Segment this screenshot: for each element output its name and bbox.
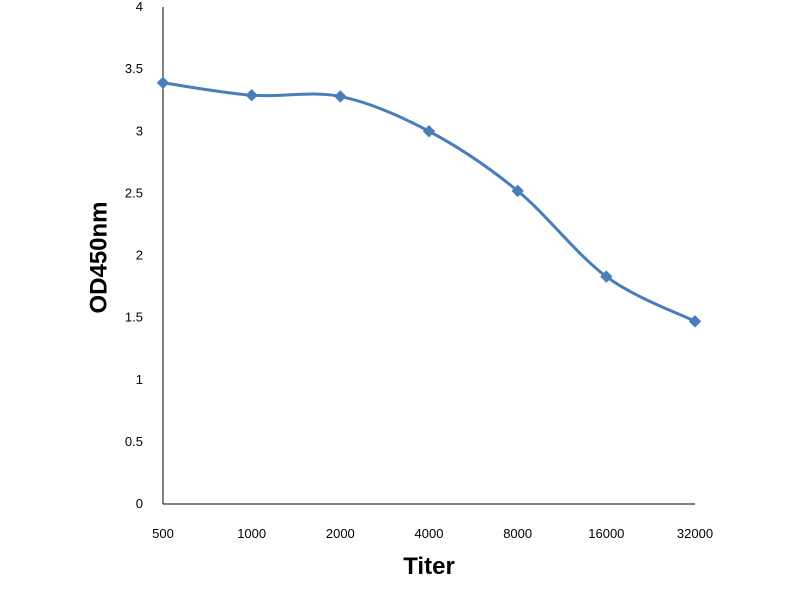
data-point-marker [245, 89, 258, 102]
y-tick-label: 0 [136, 496, 143, 511]
y-axis-title: OD450nm [85, 201, 112, 313]
data-point-marker [334, 90, 347, 103]
y-tick-label: 4 [136, 0, 143, 14]
data-point-marker [422, 125, 436, 138]
data-point-marker [688, 315, 702, 328]
y-tick-label: 3.5 [125, 61, 143, 76]
y-tick-label: 1 [136, 372, 143, 387]
x-tick-label: 32000 [677, 526, 713, 541]
x-tick-label: 1000 [237, 526, 266, 541]
data-point-marker [511, 184, 524, 198]
x-tick-label: 500 [152, 526, 174, 541]
y-tick-label: 1.5 [125, 310, 143, 325]
data-point-marker [600, 270, 613, 283]
data-point-marker [156, 76, 170, 89]
x-tick-labels: 500 1000 2000 4000 8000 16000 32000 [152, 526, 713, 541]
x-tick-label: 4000 [415, 526, 444, 541]
y-tick-label: 0.5 [125, 434, 143, 449]
y-tick-labels: 0 0.5 1 1.5 2 2.5 3 3.5 4 [125, 0, 143, 511]
axes [162, 7, 695, 505]
x-tick-label: 16000 [588, 526, 624, 541]
y-tick-label: 3 [136, 123, 143, 138]
series-line [161, 81, 697, 323]
x-tick-label: 8000 [503, 526, 532, 541]
x-tick-label: 2000 [326, 526, 355, 541]
y-tick-label: 2.5 [125, 185, 143, 200]
series-layer [156, 76, 702, 328]
x-axis-title: Titer [403, 553, 455, 580]
y-tick-label: 2 [136, 248, 143, 263]
